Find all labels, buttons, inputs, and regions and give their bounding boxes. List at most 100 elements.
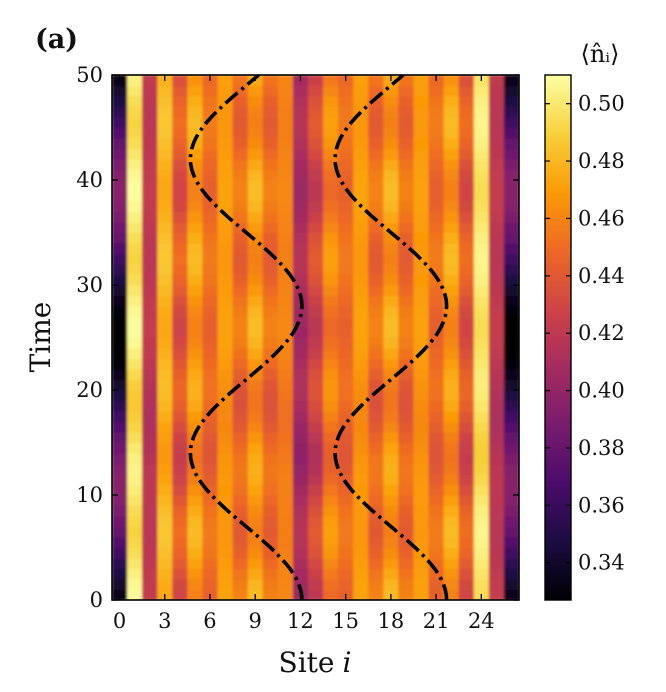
heatmap-cell <box>383 295 400 307</box>
heatmap-cell <box>127 264 143 276</box>
heatmap-cell <box>368 505 384 517</box>
heatmap-cell <box>262 495 279 507</box>
heatmap-cell <box>383 547 400 559</box>
heatmap-cell <box>338 390 354 402</box>
heatmap-cell <box>247 358 264 370</box>
heatmap-cell <box>187 537 204 549</box>
heatmap-cell <box>413 316 430 328</box>
colorbar-ticks: 0.34 0.36 0.38 0.40 0.42 0.44 0.46 0.48 0.50 <box>545 92 625 575</box>
heatmap-cell <box>473 495 490 507</box>
heatmap-cell <box>172 337 188 349</box>
heatmap-cell <box>503 421 519 433</box>
heatmap-cell <box>473 180 490 192</box>
y-tick-label: 0 <box>90 588 103 612</box>
heatmap-cell <box>443 316 460 328</box>
heatmap-cell <box>353 589 369 600</box>
heatmap-cell <box>292 306 309 318</box>
heatmap-cell <box>458 379 475 391</box>
heatmap-cell <box>112 264 128 276</box>
heatmap-cell <box>503 85 519 97</box>
heatmap-cell <box>458 264 475 276</box>
heatmap-cell <box>142 159 158 171</box>
heatmap-cell <box>443 432 460 444</box>
heatmap-cell <box>112 127 128 139</box>
heatmap-cell <box>217 474 234 486</box>
heatmap-cell <box>172 106 188 118</box>
heatmap-cell <box>307 390 324 402</box>
heatmap-cell <box>443 327 460 339</box>
heatmap-cell <box>353 421 369 433</box>
heatmap-cell <box>262 369 279 381</box>
heatmap-cell <box>232 253 249 265</box>
heatmap-cell <box>428 264 445 276</box>
heatmap-cell <box>458 358 475 370</box>
heatmap-cell <box>202 453 219 465</box>
heatmap-cell <box>277 537 294 549</box>
heatmap-cell <box>157 148 173 160</box>
heatmap-cell <box>473 243 490 255</box>
heatmap-cell <box>217 421 234 433</box>
heatmap-cell <box>323 96 339 108</box>
heatmap-cell <box>473 264 490 276</box>
heatmap-cell <box>488 537 505 549</box>
heatmap-cell <box>232 369 249 381</box>
heatmap-cell <box>458 421 475 433</box>
heatmap-cell <box>368 106 384 118</box>
heatmap-cell <box>307 526 324 538</box>
heatmap-cell <box>458 306 475 318</box>
heatmap-cell <box>187 85 204 97</box>
heatmap-cell <box>473 159 490 171</box>
heatmap-cell <box>202 568 219 580</box>
heatmap-cell <box>202 579 219 591</box>
heatmap-cell <box>232 537 249 549</box>
heatmap-cell <box>217 253 234 265</box>
heatmap-cell <box>202 516 219 528</box>
heatmap-cell <box>157 264 173 276</box>
heatmap-cell <box>127 306 143 318</box>
heatmap-cell <box>217 348 234 360</box>
heatmap-cell <box>413 106 430 118</box>
heatmap-cell <box>338 495 354 507</box>
x-tick-label: 21 <box>423 609 450 633</box>
heatmap-cell <box>172 253 188 265</box>
heatmap-cell <box>217 316 234 328</box>
heatmap-cell <box>262 358 279 370</box>
heatmap-cell <box>262 75 279 87</box>
heatmap-cell <box>232 117 249 129</box>
heatmap-cell <box>127 190 143 202</box>
heatmap-cell <box>353 327 369 339</box>
heatmap-cell <box>338 243 354 255</box>
heatmap-cell <box>127 222 143 234</box>
heatmap-cell <box>353 453 369 465</box>
heatmap-cell <box>323 453 339 465</box>
heatmap-cell <box>232 190 249 202</box>
heatmap-cell <box>247 274 264 286</box>
heatmap-cell <box>398 190 415 202</box>
heatmap-cell <box>247 243 264 255</box>
heatmap-cell <box>142 442 158 454</box>
heatmap-cell <box>368 516 384 528</box>
heatmap-cell <box>112 327 128 339</box>
heatmap-cell <box>323 432 339 444</box>
heatmap-cell <box>127 295 143 307</box>
heatmap-cell <box>353 106 369 118</box>
heatmap-cell <box>473 390 490 402</box>
heatmap-cell <box>473 442 490 454</box>
heatmap-cell <box>247 232 264 244</box>
heatmap-cell <box>217 85 234 97</box>
heatmap-cell <box>187 127 204 139</box>
heatmap-cell <box>503 232 519 244</box>
heatmap-cell <box>368 180 384 192</box>
heatmap-cell <box>428 243 445 255</box>
heatmap-cell <box>277 169 294 181</box>
heatmap-cell <box>292 463 309 475</box>
heatmap-cell <box>503 127 519 139</box>
heatmap-cell <box>353 306 369 318</box>
heatmap-cell <box>292 348 309 360</box>
heatmap-cell <box>112 432 128 444</box>
heatmap-cell <box>443 106 460 118</box>
heatmap-cell <box>232 243 249 255</box>
heatmap-cell <box>323 474 339 486</box>
heatmap-cell <box>338 537 354 549</box>
heatmap-cell <box>262 484 279 496</box>
